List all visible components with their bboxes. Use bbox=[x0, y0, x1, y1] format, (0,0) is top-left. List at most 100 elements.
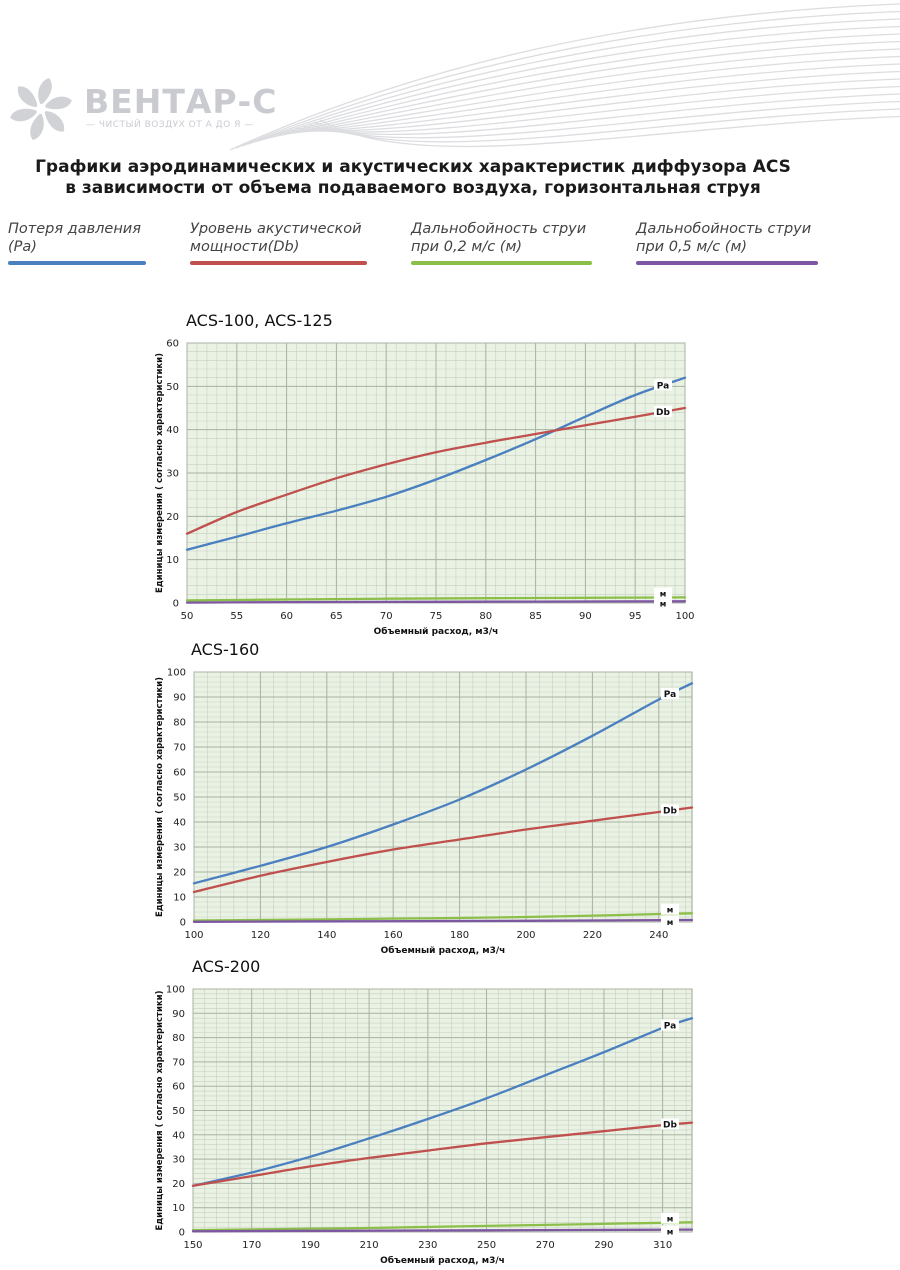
series-line bbox=[192, 912, 694, 922]
legend-swatch-throw-02 bbox=[411, 261, 592, 265]
series-label-bg bbox=[654, 587, 672, 599]
header-decor-line bbox=[307, 100, 900, 139]
y-tick-label: 10 bbox=[172, 1203, 185, 1214]
y-tick-label: 20 bbox=[172, 1179, 185, 1190]
x-tick-label: 220 bbox=[583, 930, 602, 941]
series-end-label: м bbox=[667, 1215, 674, 1224]
y-tick-label: 70 bbox=[172, 1057, 185, 1068]
header-decor-line bbox=[235, 10, 900, 149]
legend-item-throw-05: Дальнобойность струи при 0,5 м/с (м) bbox=[636, 220, 818, 265]
x-tick-label: 90 bbox=[579, 611, 592, 622]
header-decor-line bbox=[283, 70, 900, 133]
y-tick-label: 10 bbox=[173, 893, 186, 904]
series-line bbox=[185, 600, 687, 604]
y-tick-label: 20 bbox=[166, 512, 179, 523]
chart-title-acs-100-125: ACS-100, ACS-125 bbox=[186, 311, 333, 330]
y-tick-label: 10 bbox=[166, 555, 179, 566]
header-decor-line bbox=[259, 40, 900, 141]
series-end-label: Db bbox=[663, 806, 677, 816]
series-end-label: м bbox=[660, 589, 667, 598]
series-end-label: Db bbox=[663, 1120, 677, 1130]
y-tick-label: 90 bbox=[173, 693, 186, 704]
series-label-bg bbox=[661, 1019, 679, 1031]
y-tick-label: 50 bbox=[173, 793, 186, 804]
series-end-label: Pa bbox=[664, 690, 676, 700]
brand-name: ВЕНТАР-С bbox=[84, 82, 278, 121]
series-line bbox=[192, 682, 694, 885]
legend-label-line-1: Потеря давления bbox=[8, 221, 141, 237]
chart-acs-100-125: 50 55 60 65 70 75 80 85 90 95 100 0 10 20 30 40 50 60 Объе… bbox=[155, 339, 695, 638]
series-label-bg bbox=[661, 804, 679, 816]
series-line bbox=[185, 376, 687, 551]
y-tick-label: 30 bbox=[172, 1155, 185, 1166]
chart-title-acs-200: ACS-200 bbox=[192, 957, 261, 976]
legend-item-pressure: Потеря давления (Pa) bbox=[8, 220, 146, 265]
brand-logo: ВЕНТАР-С — ЧИСТЫЙ ВОЗДУХ ОТ А ДО Я — bbox=[6, 76, 276, 146]
brand-tagline: — ЧИСТЫЙ ВОЗДУХ ОТ А ДО Я — bbox=[86, 120, 254, 130]
y-tick-label: 30 bbox=[166, 469, 179, 480]
y-tick-label: 60 bbox=[172, 1082, 185, 1093]
series-line bbox=[185, 596, 687, 602]
page-title-line-1: Графики аэродинамических и акустических … bbox=[35, 157, 791, 177]
x-tick-label: 150 bbox=[183, 1240, 202, 1251]
legend-label-line-2: (Pa) bbox=[8, 239, 37, 255]
legend-item-acoustic: Уровень акустической мощности(Db) bbox=[190, 220, 367, 265]
series-line bbox=[191, 1121, 694, 1187]
legend-label-line-2: мощности(Db) bbox=[190, 239, 300, 255]
x-tick-label: 85 bbox=[529, 611, 542, 622]
y-tick-label: 60 bbox=[166, 339, 179, 350]
header-decor-line bbox=[289, 78, 900, 132]
y-tick-label: 50 bbox=[172, 1106, 185, 1117]
header-decor-line bbox=[277, 63, 900, 135]
y-axis-label: Единицы измерения ( согласно характерист… bbox=[155, 677, 165, 917]
x-tick-label: 60 bbox=[280, 611, 293, 622]
series-line bbox=[192, 806, 694, 894]
page-title: Графики аэродинамических и акустических … bbox=[0, 157, 826, 199]
series-end-label: Db bbox=[656, 408, 670, 418]
x-tick-label: 120 bbox=[251, 930, 270, 941]
x-tick-label: 100 bbox=[675, 611, 694, 622]
y-tick-label: 80 bbox=[173, 718, 186, 729]
x-tick-label: 160 bbox=[384, 930, 403, 941]
x-axis-label: Объемный расход, м3/ч bbox=[374, 626, 499, 637]
x-tick-label: 190 bbox=[301, 1240, 320, 1251]
series-end-label: м bbox=[667, 906, 674, 915]
y-tick-label: 50 bbox=[166, 382, 179, 393]
legend-label-line-2: при 0,2 м/с (м) bbox=[411, 239, 523, 255]
series-label-bg bbox=[654, 379, 672, 391]
x-tick-label: 250 bbox=[477, 1240, 496, 1251]
y-tick-label: 30 bbox=[173, 843, 186, 854]
series-end-label: Pa bbox=[664, 1021, 676, 1031]
y-tick-label: 80 bbox=[172, 1033, 185, 1044]
series-label-bg bbox=[661, 1118, 679, 1130]
y-tick-label: 0 bbox=[179, 1228, 185, 1239]
series-label-bg bbox=[661, 916, 679, 928]
x-tick-label: 180 bbox=[450, 930, 469, 941]
x-axis-label: Объемный расход, м3/ч bbox=[380, 1255, 505, 1266]
header-decor-line bbox=[247, 25, 900, 145]
legend-swatch-throw-05 bbox=[636, 261, 818, 265]
legend-swatch-acoustic bbox=[190, 261, 367, 265]
legend-label-line-1: Дальнобойность струи bbox=[636, 221, 812, 237]
series-label-bg bbox=[661, 1225, 679, 1237]
y-tick-label: 100 bbox=[167, 668, 186, 679]
y-tick-label: 40 bbox=[166, 425, 179, 436]
chart-acs-160: 100 120 140 160 180 200 220 240 0 10 20 30 40 50 60 70 8… bbox=[155, 668, 694, 956]
x-tick-label: 240 bbox=[649, 930, 668, 941]
header-decor-line bbox=[301, 93, 900, 136]
y-tick-label: 100 bbox=[166, 985, 185, 996]
chart-acs-200: 150 170 190 210 230 250 270 290 310 0 10 20 30 40 50 60… bbox=[155, 985, 694, 1266]
y-tick-label: 60 bbox=[173, 768, 186, 779]
x-tick-label: 310 bbox=[653, 1240, 672, 1251]
y-tick-label: 20 bbox=[173, 868, 186, 879]
header-decor-line bbox=[241, 18, 900, 147]
header-decor-line bbox=[265, 48, 900, 139]
series-label-bg bbox=[661, 1212, 679, 1224]
x-tick-label: 95 bbox=[629, 611, 642, 622]
series-label-bg bbox=[654, 405, 672, 417]
x-axis-label: Объемный расход, м3/ч bbox=[381, 945, 506, 956]
x-tick-label: 55 bbox=[230, 611, 243, 622]
x-tick-label: 50 bbox=[181, 611, 194, 622]
header-decor-line bbox=[295, 85, 900, 133]
legend-label-line-2: при 0,5 м/с (м) bbox=[636, 239, 748, 255]
